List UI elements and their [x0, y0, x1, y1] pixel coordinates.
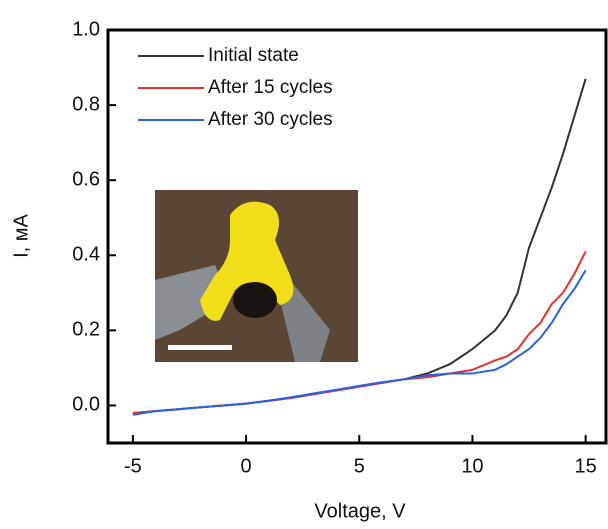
x-tick-label: 15: [575, 455, 597, 477]
inset-photo: [155, 190, 358, 362]
y-tick-label: 0.2: [72, 319, 100, 341]
y-tick-label: 0.6: [72, 168, 100, 190]
y-tick-label: 1.0: [72, 18, 100, 40]
y-tick-label: 0.0: [72, 394, 100, 416]
y-axis-label: I, мА: [10, 213, 32, 257]
legend-label: After 30 cycles: [208, 109, 333, 130]
legend-label: After 15 cycles: [208, 77, 333, 98]
y-tick-label: 0.4: [72, 244, 100, 266]
legend: Initial state After 15 cycles After 30 cyc…: [138, 45, 333, 130]
x-tick-label: 5: [354, 455, 365, 477]
x-tick-label: -5: [124, 455, 142, 477]
y-tick-label: 0.8: [72, 93, 100, 115]
x-tick-label: 10: [461, 455, 483, 477]
x-tick-label: 0: [241, 455, 252, 477]
plot-frame: [106, 28, 608, 445]
x-axis-label: Voltage, V: [314, 500, 406, 522]
legend-label: Initial state: [208, 45, 299, 66]
series-line: [132, 269, 587, 416]
